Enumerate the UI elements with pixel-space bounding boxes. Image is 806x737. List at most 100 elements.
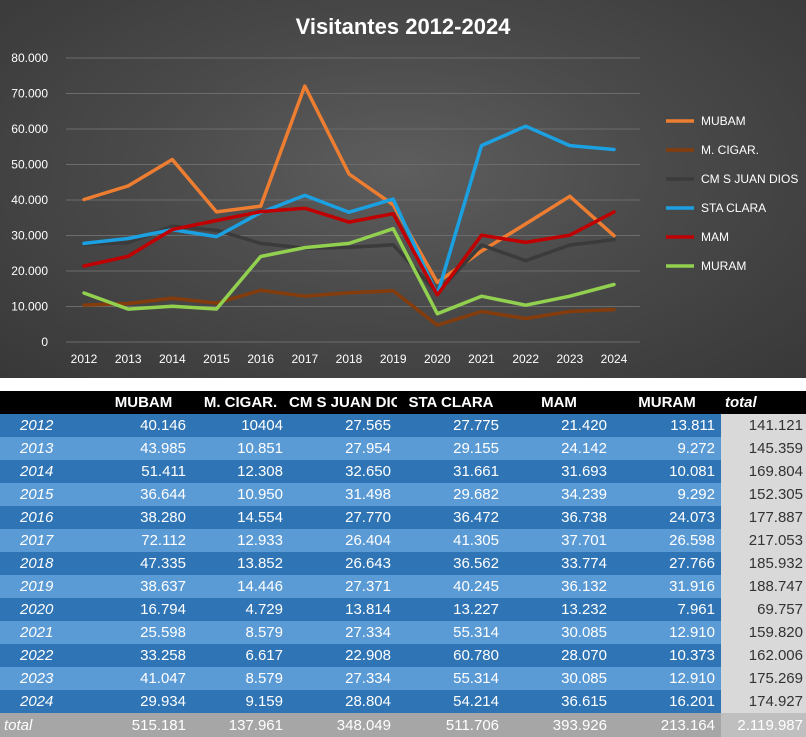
table-cell: 27.766 [613,552,721,575]
chart-title: Visitantes 2012-2024 [296,14,512,39]
table-cell: 36.738 [505,506,613,529]
row-year: 2012 [0,414,95,437]
row-total-cell: 141.121 [721,414,806,437]
y-tick-label: 50.000 [11,158,48,172]
table-cell: 36.615 [505,690,613,713]
row-total-cell: 188.747 [721,575,806,598]
table-cell: 43.985 [95,437,192,460]
header-mubam: MUBAM [114,394,173,411]
table-row: 2023 41.047 8.579 27.334 55.314 30.085 12.910 1… [0,667,806,690]
x-tick-label: 2023 [556,352,583,366]
legend-label: MURAM [701,259,746,273]
table-cell: 54.214 [397,690,505,713]
y-tick-label: 30.000 [11,229,48,243]
header-m-cigar: M. CIGAR. [203,394,278,411]
table-cell: 4.729 [192,598,289,621]
row-year: 2013 [0,437,95,460]
table-cell: 51.411 [95,460,192,483]
table-cell: 72.112 [95,529,192,552]
table-cell: 36.472 [397,506,505,529]
table-row: 2013 43.985 10.851 27.954 29.155 24.142 9.272 1… [0,437,806,460]
data-table-container: MUBAM M. CIGAR. CM S JUAN DIOS STA CLARA… [0,391,806,737]
table-cell: 10.081 [613,460,721,483]
series-line-muram [82,226,616,316]
table-cell: 27.334 [289,621,397,644]
table-cell: 16.794 [95,598,192,621]
x-tick-label: 2015 [203,352,230,366]
table-cell: 12.933 [192,529,289,552]
y-tick-label: 20.000 [11,264,48,278]
y-tick-label: 80.000 [11,51,48,65]
table-cell: 36.562 [397,552,505,575]
table-cell: 13.814 [289,598,397,621]
table-cell: 36.132 [505,575,613,598]
chart-panel: Visitantes 2012-2024 0 10.000 20.000 30.000 4… [0,0,806,378]
table-cell: 29.682 [397,483,505,506]
table-cell: 26.643 [289,552,397,575]
y-tick-label: 70.000 [11,87,48,101]
table-cell: 28.804 [289,690,397,713]
table-header-row: MUBAM M. CIGAR. CM S JUAN DIOS STA CLARA… [0,391,806,414]
row-total-cell: 162.006 [721,644,806,667]
table-cell: 13.852 [192,552,289,575]
table-row: 2020 16.794 4.729 13.814 13.227 13.232 7.961 69… [0,598,806,621]
table-cell: 30.085 [505,667,613,690]
table-cell: 27.565 [289,414,397,437]
y-tick-label: 10.000 [11,300,48,314]
x-tick-label: 2012 [71,352,98,366]
row-total-cell: 185.932 [721,552,806,575]
table-cell: 33.258 [95,644,192,667]
line-chart: Visitantes 2012-2024 0 10.000 20.000 30.000 4… [11,14,766,366]
header-year [0,391,95,414]
total-cell: 515.181 [95,713,192,737]
table-cell: 21.420 [505,414,613,437]
row-year: 2023 [0,667,95,690]
table-row: 2019 38.637 14.446 27.371 40.245 36.132 31.916… [0,575,806,598]
table-cell: 24.142 [505,437,613,460]
table-cell: 31.661 [397,460,505,483]
table-cell: 26.598 [613,529,721,552]
series-line-m-cigar [82,288,616,327]
header-cm-s-juan-dios: CM S JUAN DIOS [289,394,397,411]
table-cell: 9.272 [613,437,721,460]
table-row: 2015 36.644 10.950 31.498 29.682 34.239 9.292 1… [0,483,806,506]
table-cell: 32.650 [289,460,397,483]
x-tick-label: 2021 [468,352,495,366]
table-row: 2024 29.934 9.159 28.804 54.214 36.615 16.201 1… [0,690,806,713]
table-cell: 8.579 [192,667,289,690]
table-row: 2021 25.598 8.579 27.334 55.314 30.085 12.910 1… [0,621,806,644]
table-cell: 10.851 [192,437,289,460]
table-cell: 33.774 [505,552,613,575]
table-cell: 12.910 [613,621,721,644]
series-line-mam [82,206,616,297]
header-total: total [721,391,806,414]
row-year: 2024 [0,690,95,713]
series-line-sta-clara [82,124,616,297]
table-cell: 9.292 [613,483,721,506]
row-total-cell: 217.053 [721,529,806,552]
table-cell: 27.371 [289,575,397,598]
table-cell: 29.155 [397,437,505,460]
total-label: total [0,713,95,737]
row-year: 2020 [0,598,95,621]
row-total-cell: 159.820 [721,621,806,644]
x-tick-label: 2016 [247,352,274,366]
row-total-cell: 152.305 [721,483,806,506]
y-tick-label: 60.000 [11,122,48,136]
table-cell: 14.446 [192,575,289,598]
table-cell: 37.701 [505,529,613,552]
table-cell: 12.910 [613,667,721,690]
table-row: 2018 47.335 13.852 26.643 36.562 33.774 27.766… [0,552,806,575]
table-cell: 14.554 [192,506,289,529]
total-cell: 137.961 [192,713,289,737]
table-cell: 27.954 [289,437,397,460]
header-sta-clara: STA CLARA [408,394,494,411]
legend-label: MUBAM [701,114,746,128]
table-cell: 28.070 [505,644,613,667]
legend-label: STA CLARA [701,201,766,215]
table-cell: 34.239 [505,483,613,506]
y-tick-label: 0 [41,335,48,349]
y-tick-label: 40.000 [11,193,48,207]
row-year: 2014 [0,460,95,483]
table-cell: 31.693 [505,460,613,483]
